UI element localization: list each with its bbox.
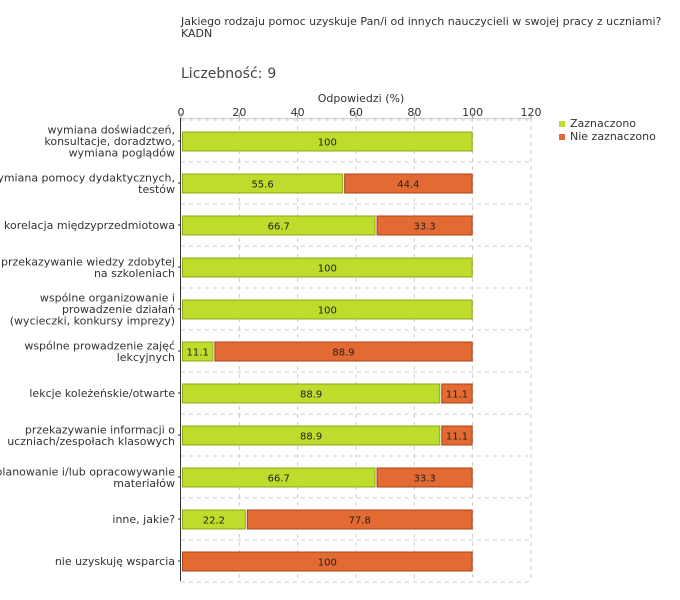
category-label: przekazywanie wiedzy zdobytej na szkoleni… (1, 255, 175, 280)
bar-label-selected: 11.1 (187, 348, 209, 359)
bar-not-selected (182, 551, 473, 572)
bar-label-selected: 22.2 (203, 516, 225, 527)
bar-label-selected: 66.7 (268, 222, 290, 233)
category-label-line: wymiana poglądów (69, 147, 175, 160)
category-label-line: wymiana doświadczeń, (47, 124, 175, 137)
category-label: wymiana doświadczeń, konsultacje, doradzt… (44, 124, 175, 160)
category-label-line: uczniach/zespołach klasowych (7, 435, 175, 448)
category-label: planowanie i/lub opracowywanie materiałów (0, 465, 175, 490)
category-label-line: lekcyjnych (117, 351, 175, 364)
legend-swatch-not-selected (559, 133, 565, 140)
bar-selected (182, 131, 473, 152)
bar-label-not-selected: 88.9 (332, 348, 354, 359)
respondent-count-label: Liczebność: (181, 66, 263, 82)
category-label: wymiana pomocy dydaktycznych, testów (0, 171, 175, 196)
x-tick-label: 80 (407, 106, 421, 119)
category-label-line: korelacja międzyprzedmiotowa (4, 219, 175, 232)
category-label: inne, jakie? (112, 513, 175, 526)
category-label-line: (wycieczki, konkursy imprezy) (10, 315, 175, 328)
bar-label-not-selected: 11.1 (446, 432, 468, 443)
category-label-line: testów (138, 183, 175, 196)
bar-not-selected (344, 173, 473, 194)
bar-label-selected: 66.7 (268, 474, 290, 485)
category-label-line: lekcje koleżeńskie/otwarte (29, 387, 175, 400)
x-tick-label: 100 (462, 106, 483, 119)
bar-label-not-selected: 100 (318, 558, 337, 569)
respondent-count: Liczebność: 9 (181, 66, 276, 82)
category-label-line: wymiana pomocy dydaktycznych, (0, 171, 175, 184)
bar-label-selected: 100 (318, 138, 337, 149)
chart-title-line-1: Jakiego rodzaju pomoc uzyskuje Pan/i od … (181, 15, 662, 28)
bar-label-not-selected: 11.1 (446, 390, 468, 401)
bar-selected (182, 215, 376, 236)
category-label-line: konsultacje, doradztwo, (44, 135, 175, 148)
category-label: lekcje koleżeńskie/otwarte (29, 387, 175, 400)
category-label-line: inne, jakie? (112, 513, 175, 526)
bar-selected (182, 341, 214, 362)
bar-label-selected: 88.9 (300, 390, 322, 401)
category-label: przekazywanie informacji o uczniach/zespo… (7, 423, 175, 448)
bar-not-selected (246, 509, 473, 530)
legend-swatch-selected (559, 120, 565, 127)
bar-selected (182, 257, 473, 278)
bar-not-selected (441, 383, 473, 404)
category-label-line: wspólne prowadzenie zajęć (24, 339, 175, 352)
category-label-line: na szkoleniach (94, 267, 175, 280)
bar-not-selected (376, 467, 473, 488)
bar-label-selected: 100 (318, 264, 337, 275)
bar-label-not-selected: 44.4 (397, 180, 419, 191)
category-label: wspólne prowadzenie zajęć lekcyjnych (24, 339, 175, 364)
legend-item-selected: Zaznaczono (559, 117, 656, 130)
x-tick-label: 20 (232, 106, 246, 119)
bar-not-selected (441, 425, 473, 446)
legend-label-selected: Zaznaczono (570, 117, 637, 130)
bar-selected (182, 299, 473, 320)
x-tick-label: 120 (521, 106, 542, 119)
category-label: wspólne organizowanie i prowadzenie dział… (10, 292, 175, 328)
category-label: nie uzyskuję wsparcia (55, 555, 175, 568)
x-axis-label: Odpowiedzi (%) (318, 92, 405, 105)
bar-selected (182, 509, 246, 530)
bar-selected (182, 425, 441, 446)
category-label-line: przekazywanie wiedzy zdobytej (1, 255, 175, 268)
chart-title: Jakiego rodzaju pomoc uzyskuje Pan/i od … (181, 16, 671, 40)
bar-label-selected: 100 (318, 306, 337, 317)
bar-not-selected (376, 215, 473, 236)
category-label-line: materiałów (113, 477, 175, 490)
chart-legend: Zaznaczono Nie zaznaczono (559, 117, 656, 143)
x-tick-label: 0 (178, 106, 185, 119)
bar-not-selected (214, 341, 473, 362)
category-label-line: nie uzyskuję wsparcia (55, 555, 175, 568)
bar-selected (182, 467, 376, 488)
bar-selected (182, 173, 344, 194)
category-label-line: planowanie i/lub opracowywanie (0, 465, 175, 478)
bar-label-not-selected: 33.3 (413, 474, 435, 485)
respondent-count-value: 9 (267, 66, 277, 82)
chart-title-line-2: KADN (181, 27, 213, 40)
legend-label-not-selected: Nie zaznaczono (570, 130, 656, 143)
category-label-line: wspólne organizowanie i (40, 292, 175, 305)
category-label-line: przekazywanie informacji o (25, 423, 175, 436)
category-label-line: prowadzenie działań (62, 303, 175, 316)
bar-label-not-selected: 77.8 (349, 516, 371, 527)
bar-selected (182, 383, 441, 404)
bar-label-selected: 88.9 (300, 432, 322, 443)
legend-item-not-selected: Nie zaznaczono (559, 130, 656, 143)
category-label: korelacja międzyprzedmiotowa (4, 219, 175, 232)
x-tick-label: 60 (349, 106, 363, 119)
bar-label-not-selected: 33.3 (413, 222, 435, 233)
x-tick-label: 40 (291, 106, 305, 119)
bar-label-selected: 55.6 (251, 180, 273, 191)
